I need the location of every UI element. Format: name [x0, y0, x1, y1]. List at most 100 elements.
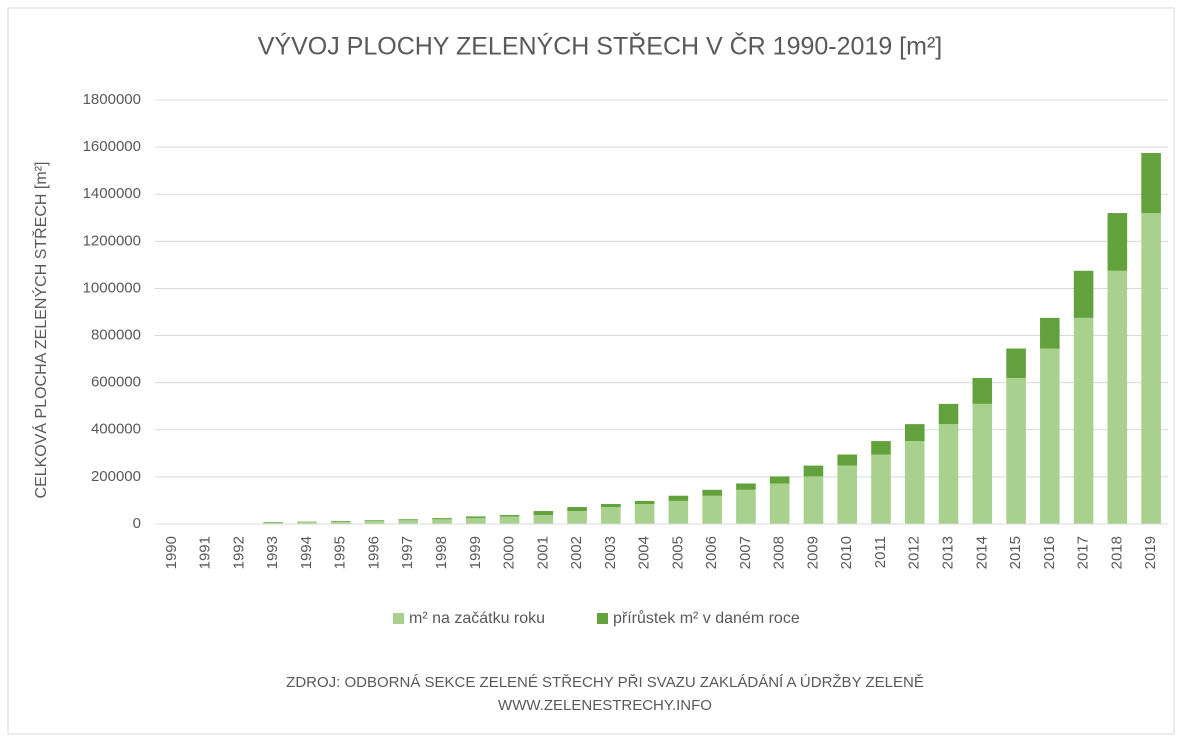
- x-tick-label: 2003: [602, 536, 619, 569]
- x-tick-label: 2016: [1041, 536, 1058, 569]
- bar-segment: [803, 465, 824, 477]
- bar-segment: [634, 503, 655, 524]
- bar-segment: [634, 500, 655, 504]
- x-tick-label: 2017: [1075, 536, 1092, 569]
- bar-segment: [736, 489, 756, 524]
- x-tick-label: 1994: [298, 536, 315, 569]
- bar-segment: [769, 476, 790, 484]
- bar-segment: [432, 519, 452, 524]
- bar-segment: [972, 377, 993, 404]
- y-tick-label: 800000: [91, 327, 141, 344]
- legend-label: m² na začátku roku: [409, 610, 545, 627]
- x-tick-label: 2018: [1108, 536, 1125, 569]
- bar-segment: [803, 476, 824, 524]
- bar-segment: [1040, 348, 1060, 524]
- x-tick-label: 2013: [939, 536, 956, 569]
- bar-segment: [1006, 348, 1026, 378]
- bar-segment: [601, 507, 621, 524]
- bar-segment: [972, 403, 993, 524]
- y-tick-label: 400000: [91, 421, 141, 438]
- bar-segment: [1006, 377, 1026, 524]
- bar-segment: [837, 465, 858, 524]
- bar-segment: [533, 511, 554, 516]
- x-tick-label: 2008: [771, 536, 788, 569]
- x-tick-label: 2004: [636, 536, 653, 569]
- x-tick-label: 2014: [973, 536, 990, 569]
- y-tick-label: 0: [133, 515, 141, 532]
- bar-segment: [499, 515, 520, 517]
- bar-segment: [398, 520, 419, 524]
- bar-segment: [1073, 317, 1094, 524]
- bar-segment: [567, 511, 587, 524]
- bar-segment: [837, 454, 858, 466]
- bar-segment: [1141, 153, 1161, 214]
- source: ZDROJ: ODBORNÁ SEKCE ZELENÉ STŘECHY PŘI …: [286, 674, 924, 691]
- bar-segment: [938, 403, 959, 425]
- bar-segment: [432, 518, 452, 520]
- bar-segment: [330, 521, 351, 524]
- bar-segment: [601, 503, 621, 508]
- bar-segment: [398, 519, 419, 521]
- y-tick-label: 600000: [91, 374, 141, 391]
- x-tick-label: 2006: [703, 536, 720, 569]
- x-tick-label: 1998: [433, 536, 450, 569]
- x-tick-label: 1991: [197, 536, 214, 569]
- x-tick-label: 2015: [1007, 536, 1024, 569]
- bar-segment: [938, 424, 959, 524]
- bar-segment: [904, 424, 925, 442]
- x-tick-label: 2012: [906, 536, 923, 569]
- legend-swatch: [393, 613, 404, 624]
- legend-label: přírůstek m² v daném roce: [613, 609, 800, 627]
- y-tick-label: 1800000: [83, 91, 141, 108]
- x-tick-label: 2019: [1142, 536, 1159, 569]
- x-tick-label: 1999: [467, 536, 484, 569]
- chart-frame: [7, 7, 1175, 735]
- x-tick-label: 2005: [669, 536, 686, 569]
- bar-segment: [465, 516, 486, 519]
- bar-segment: [904, 441, 925, 524]
- bar-segment: [871, 441, 891, 455]
- bar-segment: [364, 520, 385, 524]
- x-tick-label: 1995: [332, 536, 349, 569]
- x-tick-label: 1992: [230, 536, 247, 569]
- x-tick-label: 1996: [365, 536, 382, 569]
- x-tick-label: 2009: [804, 536, 821, 569]
- bar-segment: [668, 500, 689, 524]
- y-axis-label: CELKOVÁ PLOCHA ZELENÝCH STŘECH [m²]: [31, 162, 50, 499]
- bar-segment: [702, 489, 722, 496]
- x-tick-label: 2007: [737, 536, 754, 569]
- source: WWW.ZELENESTRECHY.INFO: [498, 697, 712, 714]
- bar-segment: [871, 454, 891, 524]
- bar-segment: [263, 522, 283, 523]
- bar-segment: [1141, 213, 1161, 525]
- bar-segment: [702, 495, 722, 524]
- y-tick-label: 1200000: [83, 232, 141, 249]
- x-tick-label: 1993: [264, 536, 281, 569]
- bar-segment: [533, 515, 554, 524]
- bar-segment: [330, 520, 351, 522]
- y-tick-label: 1000000: [83, 279, 141, 296]
- chart-title: VÝVOJ PLOCHY ZELENÝCH STŘECH V ČR 1990-2…: [258, 32, 942, 61]
- x-tick-label: 2000: [501, 536, 518, 569]
- bar-segment: [736, 483, 756, 490]
- bar-segment: [364, 520, 385, 521]
- bar-segment: [1107, 270, 1128, 524]
- bar-segment: [499, 516, 520, 524]
- y-tick-label: 200000: [91, 468, 141, 485]
- x-tick-label: 1990: [163, 536, 180, 569]
- x-tick-label: 1997: [399, 536, 416, 569]
- bar-segment: [668, 495, 689, 501]
- x-tick-label: 2001: [534, 536, 551, 569]
- bar-segment: [1040, 317, 1060, 349]
- bar-segment: [465, 518, 486, 524]
- bar-segment: [567, 507, 587, 512]
- x-tick-label: 2002: [568, 536, 585, 569]
- legend-swatch: [597, 613, 608, 624]
- bar-segment: [297, 522, 317, 524]
- bar-segment: [769, 483, 790, 524]
- x-tick-label: 2011: [872, 536, 889, 568]
- bar-segment: [1107, 213, 1128, 271]
- bar-segment: [1073, 270, 1094, 318]
- y-tick-label: 1400000: [83, 185, 141, 202]
